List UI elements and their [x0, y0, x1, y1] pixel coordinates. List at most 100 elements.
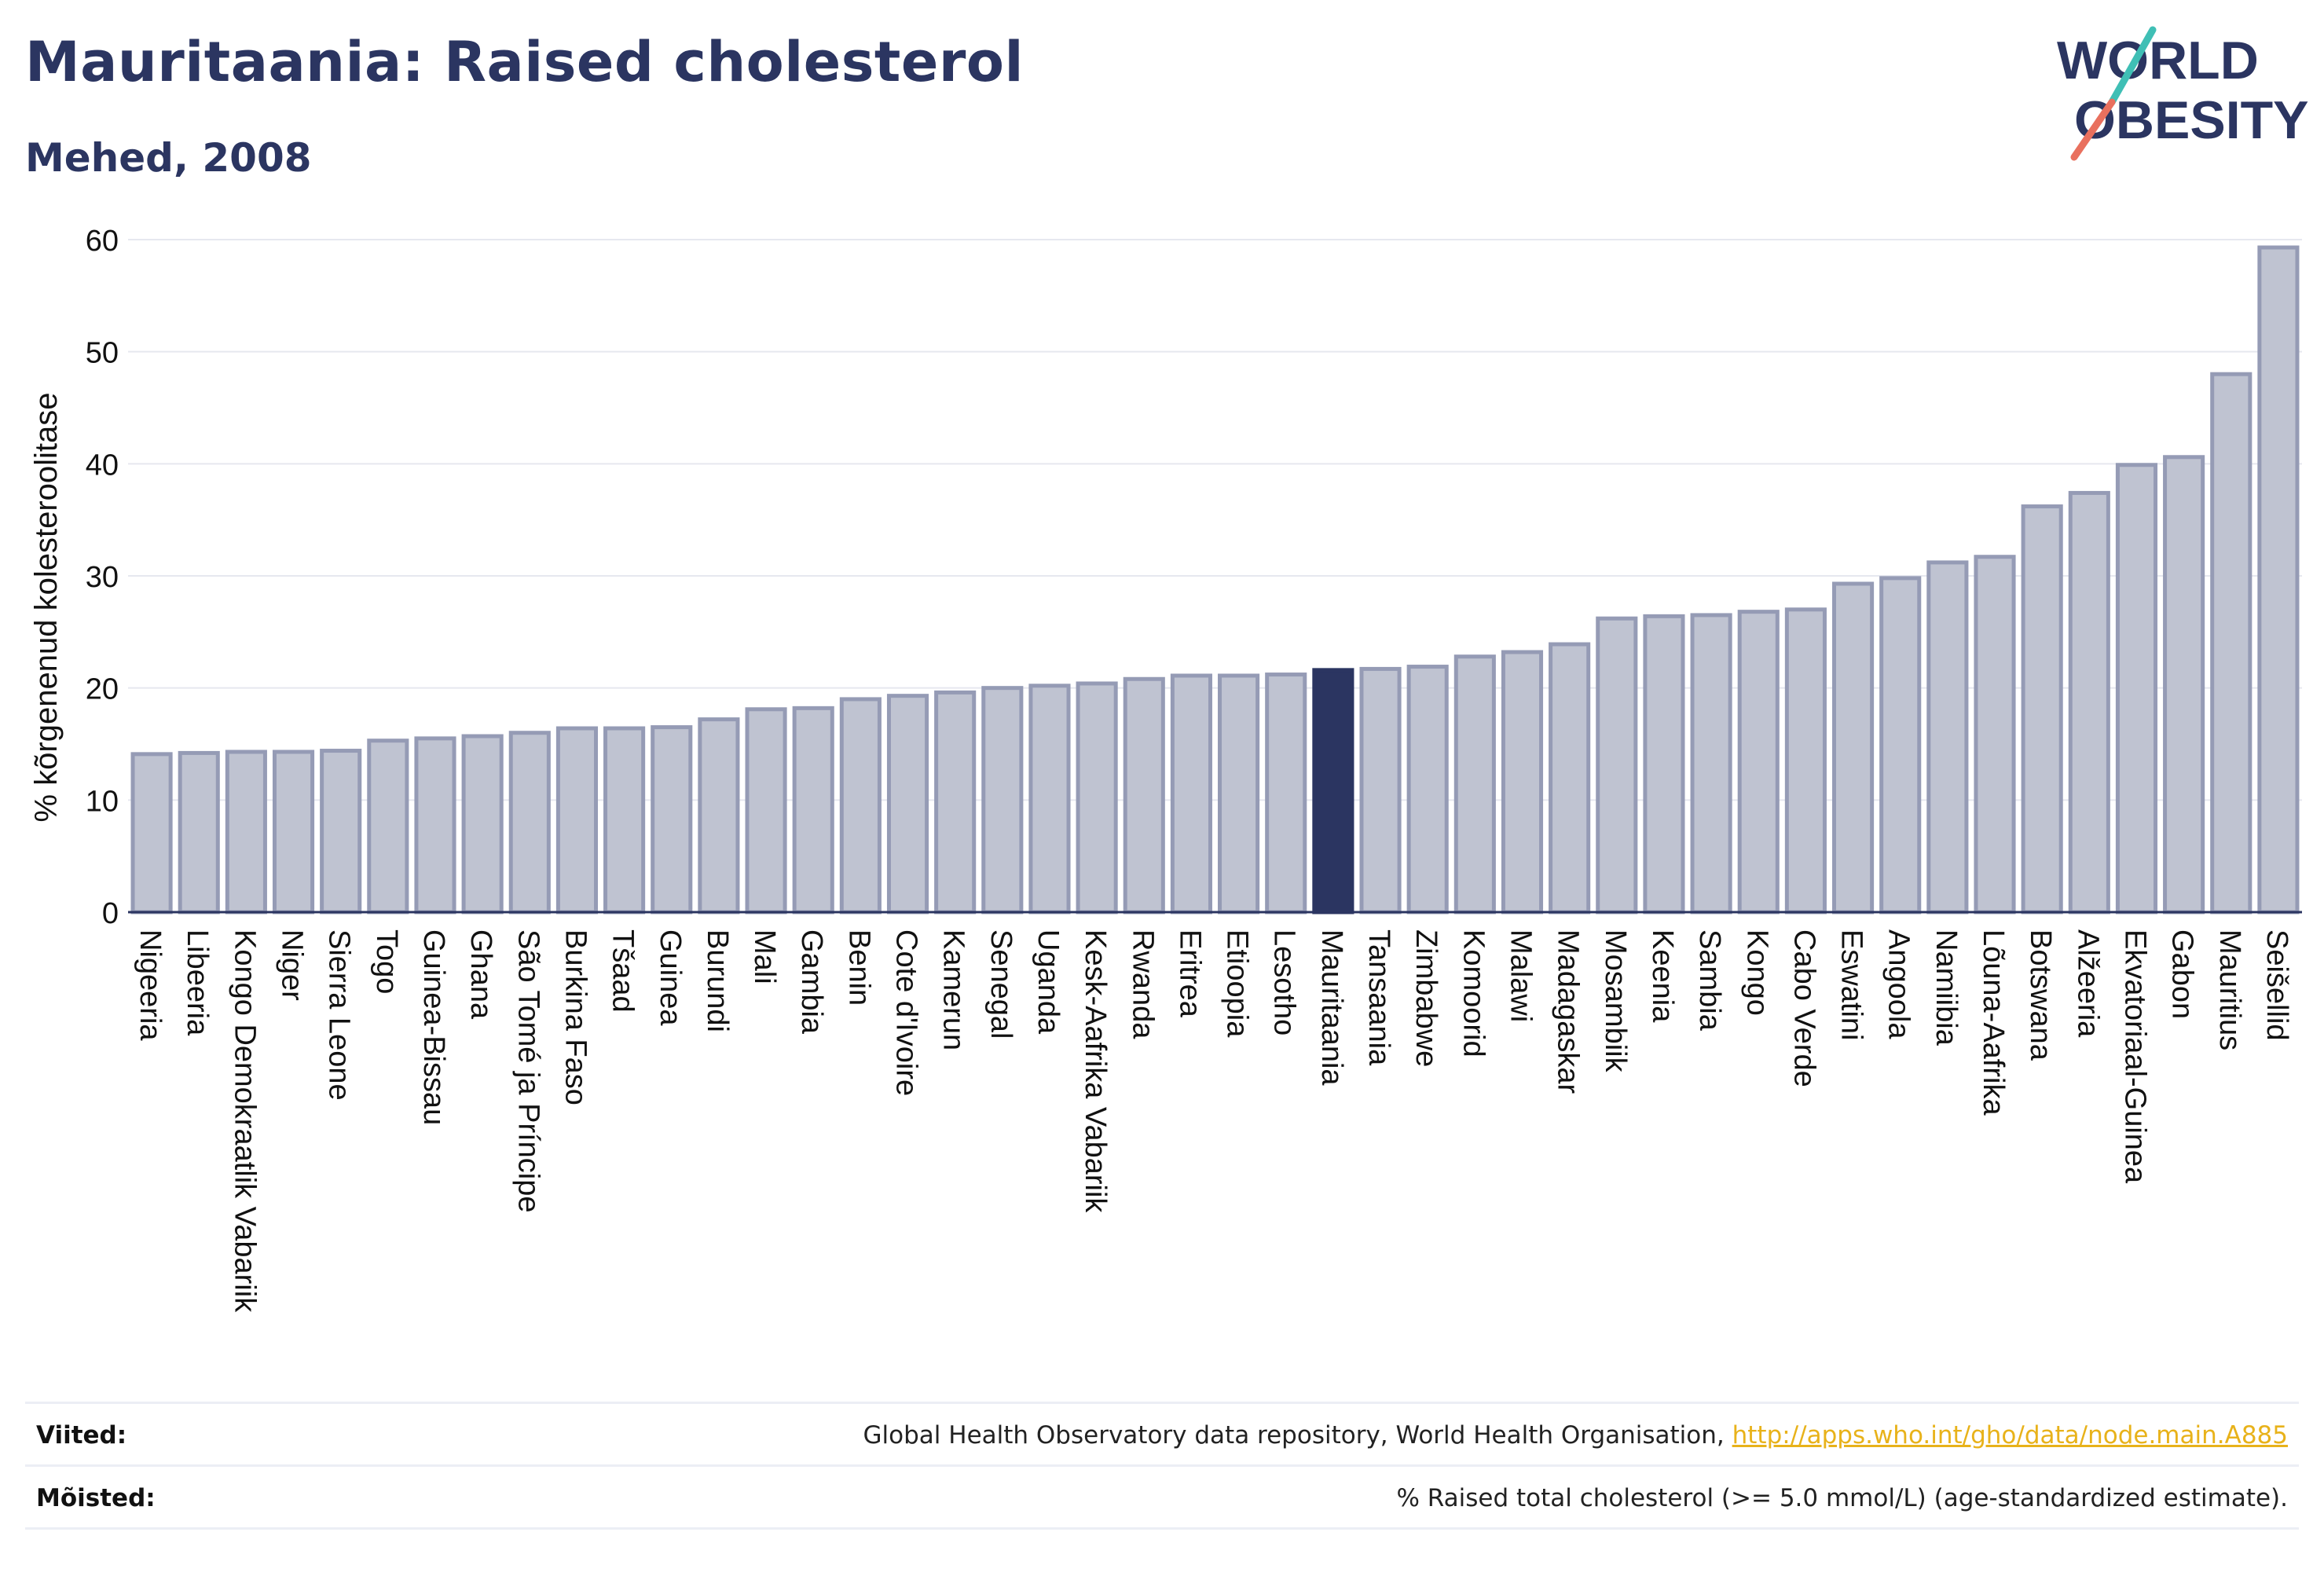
x-tick-label: Guinea	[654, 929, 687, 1026]
x-tick-label: Sambia	[1693, 929, 1726, 1032]
x-tick-label: Kesk-Aafrika Vabariik	[1079, 929, 1112, 1213]
bar	[1501, 650, 1544, 914]
chart-title: Mauritaania: Raised cholesterol	[25, 30, 1024, 94]
bar	[1879, 576, 1922, 914]
bar	[272, 750, 315, 914]
x-tick-label: Mauritaania	[1315, 929, 1348, 1086]
x-tick-label: Kongo Demokraatlik Vabariik	[228, 929, 261, 1313]
world-obesity-logo: WORLD OBESITY	[2043, 24, 2310, 165]
bar	[367, 739, 409, 914]
bar	[1926, 560, 1969, 914]
bar	[1170, 673, 1212, 914]
y-axis-label: % kõrgenenud kolesteroolitase	[29, 392, 64, 822]
x-tick-label: São Tomé ja Príncipe	[511, 929, 544, 1213]
x-tick-label: Benin	[842, 929, 875, 1006]
footer-bottom-rule	[25, 1527, 2299, 1530]
bar	[461, 734, 504, 914]
footer-definitions-row: Mõisted: % Raised total cholesterol (>= …	[25, 1464, 2299, 1530]
x-tick-label: Guinea-Bissau	[417, 929, 450, 1125]
x-tick-label: Lõuna-Aafrika	[1977, 929, 2010, 1116]
x-tick-label: Etioopia	[1221, 929, 1254, 1038]
chart-subtitle: Mehed, 2008	[25, 135, 312, 181]
bar	[1784, 607, 1827, 914]
x-tick-label: Rwanda	[1126, 929, 1159, 1039]
bar	[508, 731, 551, 914]
footer-sources-row: Viited: Global Health Observatory data r…	[25, 1402, 2299, 1467]
x-tick-label: Keenia	[1646, 929, 1679, 1023]
x-tick-label: Mauritius	[2213, 929, 2246, 1050]
x-tick-label: Burundi	[701, 929, 734, 1032]
y-tick-label: 20	[86, 673, 119, 706]
bar	[792, 706, 834, 914]
bar	[1265, 673, 1307, 914]
sources-label: Viited:	[36, 1421, 127, 1450]
world-obesity-logo-graphic: WORLD OBESITY	[2057, 26, 2309, 161]
sources-text-block: Global Health Observatory data repositor…	[863, 1421, 2288, 1450]
y-axis-ticks: 0 10 20 30 40 50 60	[86, 225, 119, 930]
y-tick-label: 40	[86, 449, 119, 482]
x-tick-label: Alžeeria	[2071, 929, 2104, 1038]
bar	[1453, 654, 1496, 914]
bar	[1406, 665, 1449, 914]
x-tick-label: Nigeeria	[134, 929, 167, 1041]
bar	[1974, 555, 2016, 914]
definitions-label: Mõisted:	[36, 1484, 156, 1512]
x-tick-label: Niger	[276, 929, 309, 1001]
x-tick-label: Madagaskar	[1552, 929, 1585, 1094]
bar	[2068, 490, 2110, 914]
chart-bars	[130, 245, 2300, 914]
x-tick-label: Eritrea	[1173, 929, 1206, 1018]
x-tick-label: Eswatini	[1835, 929, 1868, 1041]
y-tick-label: 0	[102, 897, 119, 930]
bar	[1076, 681, 1118, 914]
x-tick-label: Mali	[748, 929, 781, 984]
bar	[1831, 581, 1875, 914]
bar-chart: 0 10 20 30 40 50 60 Nigeeria Libeeria Kongo Demo…	[29, 225, 2302, 1313]
bar	[1312, 668, 1354, 914]
x-tick-label: Gambia	[795, 929, 828, 1035]
x-tick-label: Zimbabwe	[1409, 929, 1442, 1067]
bar	[320, 749, 362, 914]
bar	[603, 726, 646, 914]
y-tick-label: 60	[86, 225, 119, 258]
definitions-text: % Raised total cholesterol (>= 5.0 mmol/…	[1396, 1484, 2288, 1512]
logo-line1: WORLD	[2057, 31, 2259, 90]
y-tick-label: 10	[86, 785, 119, 818]
x-tick-label: Burkina Faso	[559, 929, 592, 1105]
bar	[2021, 504, 2063, 914]
bar	[2115, 463, 2158, 914]
x-tick-label: Lesotho	[1268, 929, 1301, 1035]
x-tick-label: Angoola	[1882, 929, 1915, 1039]
bar	[1359, 666, 1402, 914]
x-tick-label: Mosambiik	[1599, 929, 1632, 1073]
bar	[225, 750, 267, 914]
bar	[1690, 613, 1732, 914]
x-tick-label: Botswana	[2024, 929, 2057, 1061]
x-tick-label: Malawi	[1504, 929, 1537, 1022]
bar	[178, 750, 220, 914]
x-tick-label: Namiibia	[1930, 929, 1963, 1046]
bar	[1737, 610, 1780, 914]
bar	[555, 726, 599, 914]
bar	[2257, 245, 2300, 914]
y-tick-label: 50	[86, 337, 119, 370]
x-tick-label: Kamerun	[937, 929, 970, 1050]
x-tick-label: Kongo	[1740, 929, 1773, 1016]
x-tick-label: Uganda	[1032, 929, 1065, 1035]
x-tick-label: Komoorid	[1457, 929, 1490, 1057]
sources-link[interactable]: http://apps.who.int/gho/data/node.main.A…	[1732, 1421, 2288, 1450]
x-tick-label: Libeeria	[181, 929, 214, 1036]
x-tick-label: Togo	[370, 929, 403, 994]
x-tick-label: Cabo Verde	[1787, 929, 1820, 1087]
bar	[1218, 673, 1260, 914]
x-tick-label: Tansaania	[1362, 929, 1395, 1066]
bar	[2210, 372, 2253, 914]
bar	[1643, 614, 1685, 914]
bar	[839, 697, 882, 914]
y-tick-label: 30	[86, 561, 119, 594]
bar	[698, 717, 740, 914]
x-tick-label: Cote d'Ivoire	[890, 929, 923, 1096]
x-axis-labels: Nigeeria Libeeria Kongo Demokraatlik Vabar…	[134, 929, 2293, 1313]
bar	[414, 736, 456, 914]
x-tick-label: Tšaad	[607, 929, 640, 1013]
